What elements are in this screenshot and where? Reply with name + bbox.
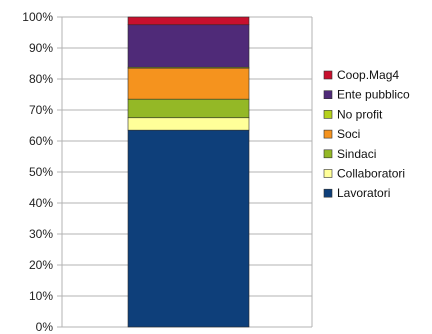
legend-swatch xyxy=(323,169,333,178)
legend-label: Sindaci xyxy=(337,147,376,161)
legend-label: Lavoratori xyxy=(337,186,390,200)
stacked-bar xyxy=(127,16,250,328)
bar-segment-ente-pubblico xyxy=(127,24,250,68)
legend-swatch xyxy=(323,188,333,198)
y-tick-label: 70% xyxy=(29,103,53,117)
y-axis: 0% 10% 20% 30% 40% 50% 60% 70% 80% 90% 100% xyxy=(22,10,313,334)
bar-segment-lavoratori xyxy=(127,129,250,328)
bar-segment-soci xyxy=(127,67,250,100)
bar-segment-sindaci xyxy=(127,98,250,119)
y-tick-label: 60% xyxy=(29,134,53,148)
legend-swatch xyxy=(323,110,333,119)
bar-segment-coop-mag4 xyxy=(127,16,250,26)
legend-swatch xyxy=(323,90,333,99)
y-tick-label: 30% xyxy=(29,227,53,241)
y-tick-label: 10% xyxy=(29,289,53,303)
legend-label: Soci xyxy=(337,127,360,141)
y-tick-label: 40% xyxy=(29,196,53,210)
legend-swatch xyxy=(323,70,333,80)
legend-label: No profit xyxy=(337,107,383,121)
legend-swatch xyxy=(323,129,333,139)
legend-swatch xyxy=(323,149,333,159)
bar-segment-collaboratori xyxy=(127,117,250,131)
legend-label: Collaboratori xyxy=(337,167,405,181)
y-tick-label: 0% xyxy=(36,320,54,334)
legend: Coop.Mag4 Ente pubblico No profit Soci Sinda… xyxy=(323,68,410,200)
y-tick-label: 100% xyxy=(22,10,53,24)
legend-label: Coop.Mag4 xyxy=(337,68,399,82)
y-tick-label: 20% xyxy=(29,258,53,272)
y-tick-label: 90% xyxy=(29,41,53,55)
y-tick-label: 50% xyxy=(29,165,53,179)
legend-label: Ente pubblico xyxy=(337,88,410,102)
y-tick-label: 80% xyxy=(29,72,53,86)
